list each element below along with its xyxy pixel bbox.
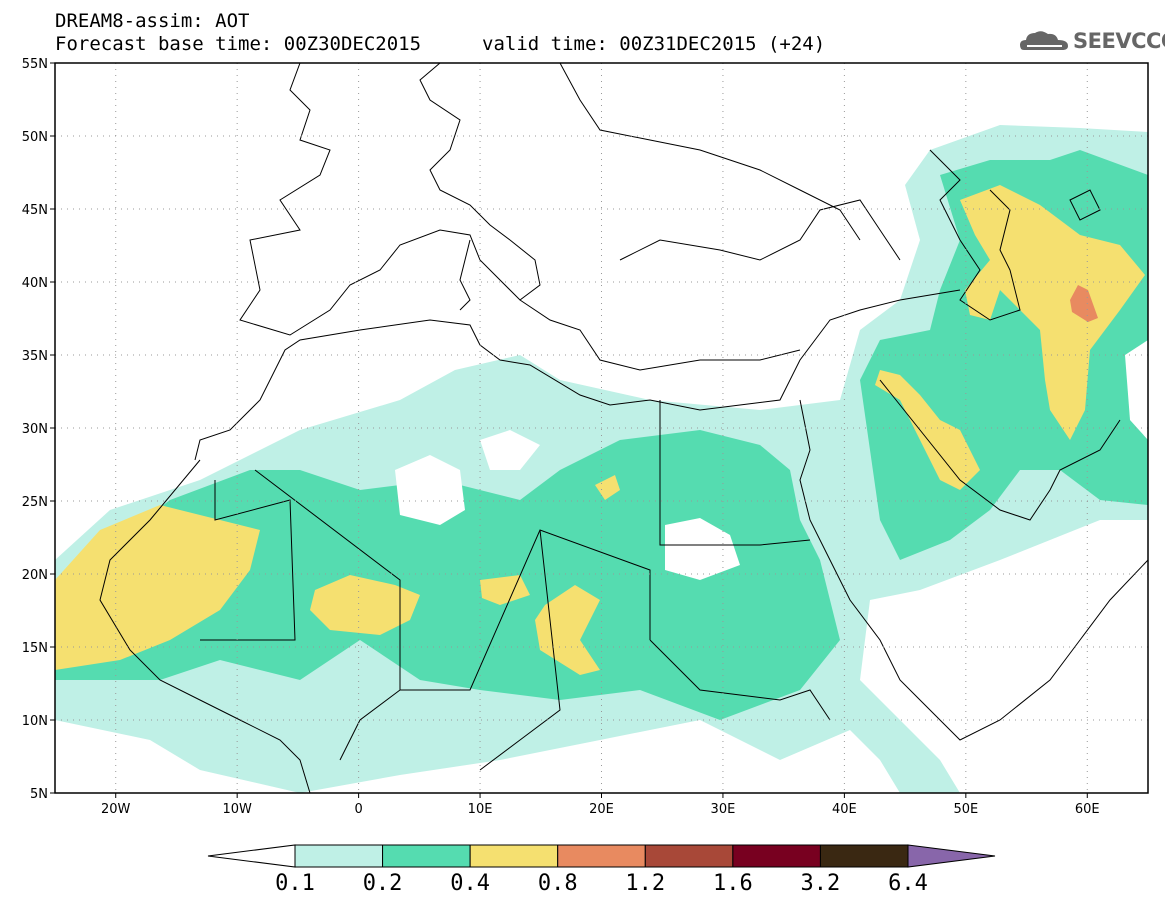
coastlines: [99, 63, 1148, 793]
lon-tick-label: 20W: [101, 802, 131, 817]
logo-text: SEEVCCC: [1073, 29, 1165, 53]
forecast-base-time: Forecast base time: 00Z30DEC2015: [55, 33, 422, 55]
colorbar-box: [469, 844, 559, 868]
colorbar-high-arrow: [907, 844, 996, 868]
colorbar-box: [294, 844, 384, 868]
lon-tick-label: 60E: [1075, 802, 1100, 817]
lat-tick-label: 45N: [22, 203, 48, 218]
colorbar-box: [382, 844, 471, 868]
valid-time: valid time: 00Z31DEC2015 (+24): [482, 33, 826, 55]
axis-ticks: 55N 50N 45N 40N 35N 30N 25N 20N 15N 10N 5N 20W 10W 0 1…: [22, 57, 1100, 817]
lat-tick-label: 50N: [22, 130, 48, 145]
aot-level-0.4: [55, 185, 1145, 675]
lon-tick-label: 30E: [711, 802, 736, 817]
lat-tick-label: 15N: [22, 641, 48, 656]
graticule: [55, 63, 1148, 793]
cloud-icon: [1020, 31, 1068, 50]
aot-below-threshold: [395, 340, 1148, 793]
colorbar-level-label: 0.2: [363, 871, 403, 896]
lat-tick-label: 25N: [22, 495, 48, 510]
colorbar-box: [557, 844, 646, 868]
colorbar-box: [644, 844, 734, 868]
lon-tick-label: 10E: [468, 802, 493, 817]
lon-tick-label: 0: [354, 802, 362, 817]
lat-tick-label: 10N: [22, 714, 48, 729]
colorbar-level-label: 1.2: [625, 871, 665, 896]
lon-tick-label: 50E: [953, 802, 978, 817]
lon-tick-label: 10W: [222, 802, 252, 817]
lat-tick-label: 55N: [22, 57, 48, 72]
colorbar-level-label: 0.4: [450, 871, 490, 896]
lat-tick-label: 30N: [22, 422, 48, 437]
colorbar-level-label: 0.8: [538, 871, 578, 896]
colorbar-low-arrow: [207, 844, 296, 868]
map-title: DREAM8-assim: AOT: [55, 10, 250, 32]
lon-tick-label: 40E: [832, 802, 857, 817]
colorbar-level-label: 6.4: [888, 871, 928, 896]
colorbar-box: [732, 844, 821, 868]
colorbar-level-label: 0.1: [275, 871, 315, 896]
lat-tick-label: 40N: [22, 276, 48, 291]
colorbar-level-label: 3.2: [801, 871, 841, 896]
colorbar-level-label: 1.6: [713, 871, 753, 896]
lat-tick-label: 5N: [30, 787, 48, 802]
colorbar: 0.1 0.2 0.4 0.8 1.2 1.6 3.2 6.4: [207, 844, 996, 896]
lat-tick-label: 35N: [22, 349, 48, 364]
lat-tick-label: 20N: [22, 568, 48, 583]
lon-tick-label: 20E: [589, 802, 614, 817]
colorbar-box: [819, 844, 909, 868]
aot-level-0.8: [1070, 285, 1098, 322]
